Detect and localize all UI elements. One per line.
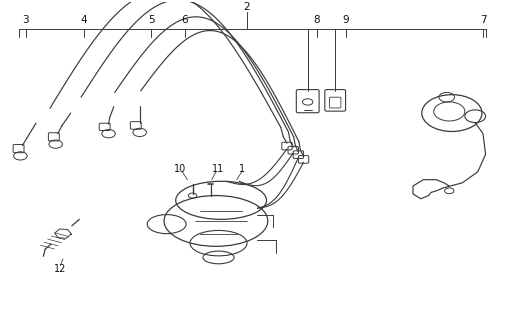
Text: 1: 1 [239,164,245,173]
Text: 7: 7 [479,15,486,25]
Text: 6: 6 [181,15,188,25]
Text: 4: 4 [81,15,87,25]
Text: 12: 12 [54,264,67,274]
Text: 8: 8 [314,15,320,25]
Text: 3: 3 [22,15,29,25]
Text: 2: 2 [244,2,250,12]
Text: 10: 10 [174,164,186,173]
Text: 5: 5 [148,15,154,25]
Text: 11: 11 [212,164,225,173]
Text: 9: 9 [342,15,349,25]
